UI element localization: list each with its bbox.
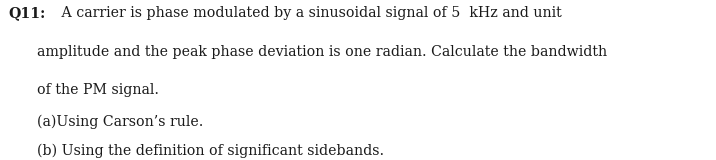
Text: (a)Using Carson’s rule.: (a)Using Carson’s rule.	[37, 114, 203, 129]
Text: (b) Using the definition of significant sidebands.: (b) Using the definition of significant …	[37, 144, 384, 158]
Text: A carrier is phase modulated by a sinusoidal signal of 5  kHz and unit: A carrier is phase modulated by a sinuso…	[57, 6, 561, 20]
Text: Q11:: Q11:	[9, 6, 46, 20]
Text: of the PM signal.: of the PM signal.	[37, 83, 159, 97]
Text: amplitude and the peak phase deviation is one radian. Calculate the bandwidth: amplitude and the peak phase deviation i…	[37, 45, 607, 59]
